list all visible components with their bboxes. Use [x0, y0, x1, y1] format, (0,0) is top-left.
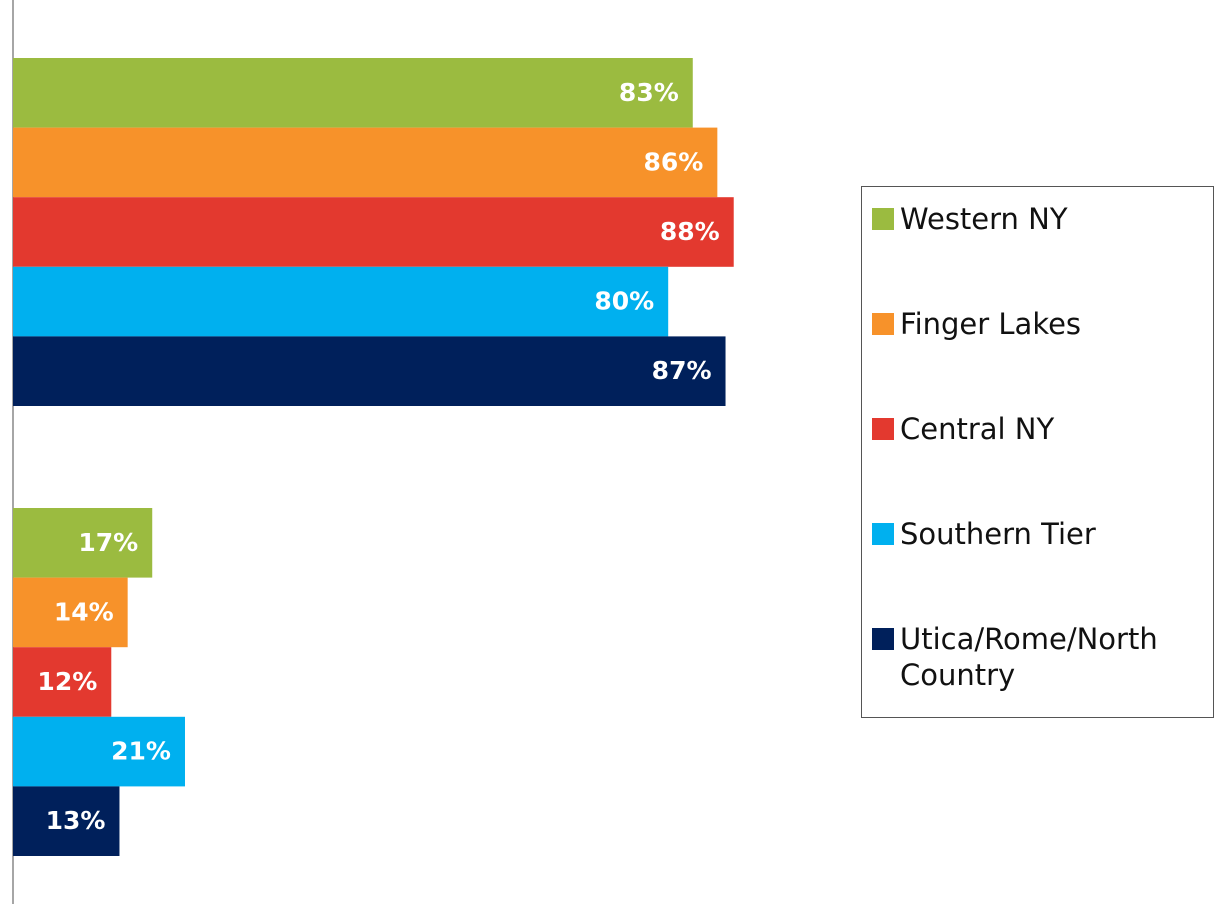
- bar: [13, 577, 128, 648]
- legend-swatch: [872, 208, 894, 230]
- bar: [13, 197, 734, 267]
- legend-swatch: [872, 523, 894, 545]
- data-label: 14%: [54, 597, 114, 626]
- data-label: 86%: [643, 147, 703, 176]
- bar: [13, 716, 185, 787]
- data-label: 88%: [660, 217, 720, 246]
- bar: [13, 647, 112, 717]
- legend-label: Western NY: [900, 202, 1068, 236]
- legend-label: Finger Lakes: [900, 307, 1082, 341]
- legend: Western NY Finger Lakes Central NY Southern…: [861, 186, 1214, 718]
- data-label: 13%: [46, 806, 106, 835]
- data-label: 21%: [111, 737, 171, 766]
- legend-item: Western NY: [872, 201, 1213, 306]
- legend-label: Central NY: [900, 412, 1055, 446]
- bar: [13, 127, 718, 198]
- bar: [13, 786, 120, 856]
- bar: [13, 58, 693, 128]
- legend-swatch: [872, 313, 894, 335]
- data-label: 87%: [652, 356, 712, 385]
- data-label: 12%: [37, 667, 97, 696]
- legend-item: Southern Tier: [872, 516, 1213, 621]
- legend-item: Finger Lakes: [872, 306, 1213, 411]
- bar: [13, 266, 669, 337]
- legend-label: Utica/Rome/North Country: [900, 622, 1158, 692]
- data-label: 17%: [78, 528, 138, 557]
- legend-item: Central NY: [872, 411, 1213, 516]
- bar: [13, 508, 153, 578]
- legend-label: Southern Tier: [900, 517, 1096, 551]
- data-label: 80%: [594, 287, 654, 316]
- legend-item: Utica/Rome/North Country: [872, 621, 1213, 726]
- legend-swatch: [872, 628, 894, 650]
- bar: [13, 336, 726, 406]
- data-label: 83%: [619, 78, 679, 107]
- legend-swatch: [872, 418, 894, 440]
